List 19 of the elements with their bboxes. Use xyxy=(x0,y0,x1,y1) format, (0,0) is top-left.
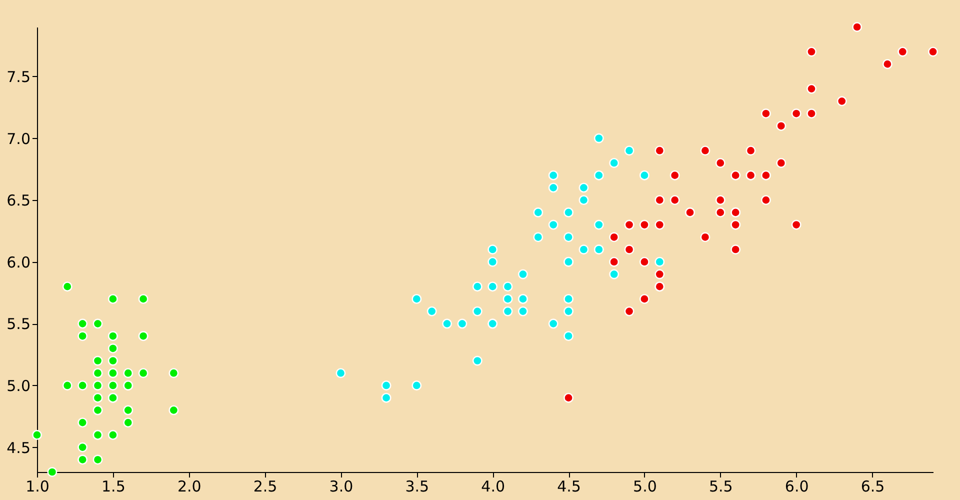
x-tick-label: 5.0 xyxy=(633,478,657,496)
x-tick-label: 4.5 xyxy=(557,478,581,496)
x-tick-label: 4.0 xyxy=(481,478,506,496)
x-tick-label: 1.0 xyxy=(26,478,50,496)
x-tick-label: 2.5 xyxy=(253,478,278,496)
x-tick-label: 2.0 xyxy=(177,478,202,496)
y-tick-label: 7.5 xyxy=(6,68,30,86)
y-tick-label: 7.0 xyxy=(6,130,30,148)
y-tick-label: 5.0 xyxy=(6,376,30,395)
x-tick-label: 3.5 xyxy=(405,478,430,496)
y-tick-label: 6.5 xyxy=(6,192,30,210)
x-tick-label: 3.0 xyxy=(329,478,354,496)
x-tick-label: 1.5 xyxy=(102,478,126,496)
y-tick-label: 6.0 xyxy=(6,253,30,272)
y-tick-label: 5.5 xyxy=(6,315,30,334)
x-tick-label: 5.5 xyxy=(708,478,733,496)
x-tick-label: 6.0 xyxy=(784,478,809,496)
x-tick-label: 6.5 xyxy=(860,478,885,496)
y-tick-label: 4.5 xyxy=(6,438,30,457)
